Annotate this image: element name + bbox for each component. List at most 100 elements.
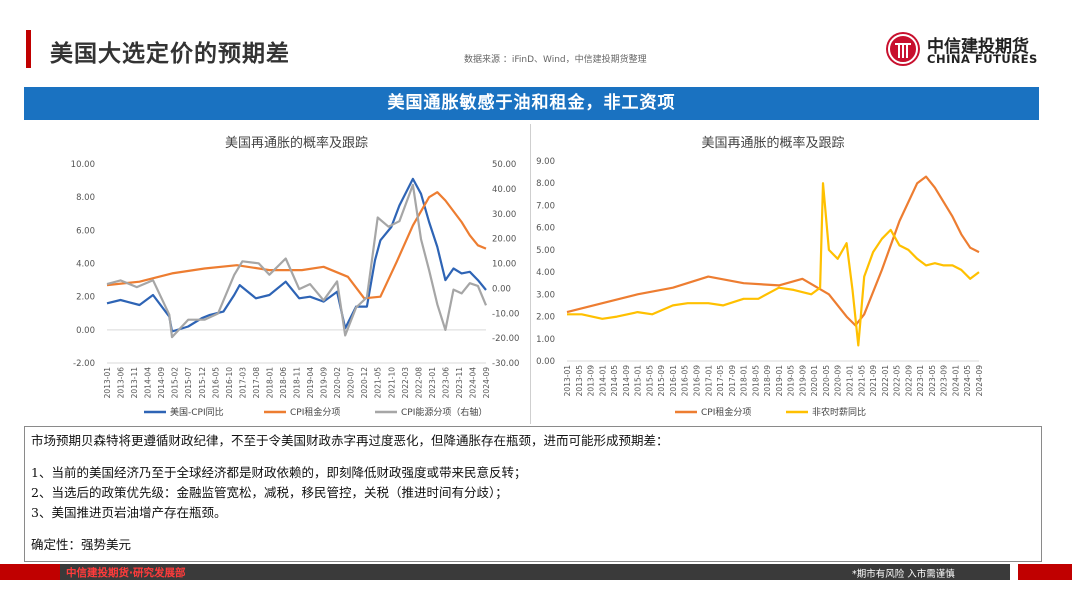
x-tick-label: 2016-05 xyxy=(681,365,690,397)
x-tick-label: 2014-09 xyxy=(622,365,631,397)
section-banner: 美国通胀敏感于油和租金，非工资项 xyxy=(24,87,1039,120)
x-tick-label: 2023-06 xyxy=(441,367,450,399)
x-tick-label: 2019-05 xyxy=(787,365,796,397)
left-chart-panel: 美国再通胀的概率及跟踪 10.00 8.00 6.00 4.00 2.00 0.00 -2.0… xyxy=(24,124,525,424)
company-logo: 中信建投期货 CHINA FUTURES xyxy=(886,30,1066,70)
y-tick-label: 9.00 xyxy=(536,157,555,167)
x-tick-label: 2016-05 xyxy=(211,367,220,399)
y-tick-label: 7.00 xyxy=(536,201,555,211)
series-line-2 xyxy=(567,182,980,347)
x-tick-label: 2023-05 xyxy=(928,365,937,397)
footer: 中信建投期货·研究发展部 *期市有风险 入市需谨慎 xyxy=(0,564,1080,580)
x-tick-label: 2015-05 xyxy=(645,365,654,397)
x-tick-label: 2017-08 xyxy=(252,367,261,399)
y-tick-label: 8.00 xyxy=(76,193,95,203)
logo-cn-text: 中信建投期货 xyxy=(927,37,1029,57)
y2-tick-label: 10.00 xyxy=(492,260,516,270)
commentary-point-3: 3、美国推进页岩油增产存在瓶颈。 xyxy=(31,505,227,520)
data-source: 数据来源 ：iFinD、Wind，中信建投期货整理 xyxy=(464,55,647,65)
x-tick-label: 2022-03 xyxy=(401,367,410,399)
x-tick-label: 2018-11 xyxy=(293,367,302,399)
y-tick-label: 0.00 xyxy=(76,326,95,336)
x-tick-label: 2013-11 xyxy=(130,367,139,399)
y2-tick-label: 30.00 xyxy=(492,210,516,220)
y2-tick-label: -10.00 xyxy=(492,309,519,319)
x-tick-label: 2015-01 xyxy=(634,365,643,397)
y-tick-label: 3.00 xyxy=(536,290,555,300)
x-tick-label: 2014-09 xyxy=(157,367,166,399)
series-line-2 xyxy=(106,191,487,300)
x-tick-label: 2022-08 xyxy=(414,367,423,399)
x-tick-label: 2021-09 xyxy=(869,365,878,397)
y-tick-label: 4.00 xyxy=(76,260,95,270)
x-tick-label: 2022-09 xyxy=(904,365,913,397)
x-tick-label: 2020-07 xyxy=(347,367,356,399)
x-tick-label: 2024-09 xyxy=(975,365,984,397)
right-chart: 美国再通胀的概率及跟踪 9.00 8.00 7.00 6.00 5.00 4.00 3.00 2… xyxy=(536,135,984,418)
x-tick-label: 2013-06 xyxy=(117,367,126,399)
y2-tick-label: 50.00 xyxy=(492,160,516,170)
x-tick-label: 2018-09 xyxy=(763,365,772,397)
x-tick-label: 2023-01 xyxy=(916,365,925,397)
x-tick-label: 2014-04 xyxy=(144,367,153,399)
y-tick-label: 8.00 xyxy=(536,179,555,189)
x-tick-label: 2021-01 xyxy=(846,365,855,397)
x-tick-label: 2021-05 xyxy=(374,367,383,399)
legend-label-3: CPI能源分项（右轴） xyxy=(401,406,487,418)
y-tick-label: 4.00 xyxy=(536,268,555,278)
x-tick-label: 2023-09 xyxy=(940,365,949,397)
page-title: 美国大选定价的预期差 xyxy=(50,40,290,67)
y-tick-label: 1.00 xyxy=(536,335,555,345)
y2-tick-label: -20.00 xyxy=(492,334,519,344)
x-tick-label: 2020-01 xyxy=(810,365,819,397)
series-line-1 xyxy=(566,175,980,327)
legend-label-1: 美国-CPI同比 xyxy=(170,406,224,418)
x-tick-label: 2015-09 xyxy=(657,365,666,397)
x-tick-label: 2019-09 xyxy=(798,365,807,397)
footer-red-block xyxy=(0,564,60,580)
x-tick-label: 2019-01 xyxy=(775,365,784,397)
x-tick-label: 2024-01 xyxy=(951,365,960,397)
x-tick-label: 2022-05 xyxy=(893,365,902,397)
y-tick-label: -2.00 xyxy=(73,359,95,369)
y2-tick-label: 0.00 xyxy=(492,284,511,294)
y-tick-label: 2.00 xyxy=(536,313,555,323)
x-tick-label: 2024-04 xyxy=(468,367,477,399)
x-tick-label: 2018-01 xyxy=(740,365,749,397)
x-tick-label: 2013-01 xyxy=(563,365,572,397)
y-tick-label: 10.00 xyxy=(71,160,95,170)
citic-logo-icon xyxy=(886,32,920,66)
x-tick-label: 2020-12 xyxy=(360,367,369,399)
commentary-conclusion: 确定性：强势美元 xyxy=(31,537,132,552)
x-tick-label: 2016-10 xyxy=(225,367,234,399)
x-tick-label: 2015-07 xyxy=(184,367,193,399)
legend-label-1: CPI租金分项 xyxy=(701,406,751,418)
y-tick-label: 6.00 xyxy=(76,226,95,236)
y2-tick-label: 20.00 xyxy=(492,235,516,245)
x-tick-label: 2023-01 xyxy=(428,367,437,399)
chart-title: 美国再通胀的概率及跟踪 xyxy=(701,135,844,151)
legend-label-2: 非农时薪同比 xyxy=(812,406,866,418)
y2-tick-label: -30.00 xyxy=(492,359,519,369)
x-tick-label: 2013-01 xyxy=(103,367,112,399)
x-tick-label: 2022-01 xyxy=(881,365,890,397)
x-tick-label: 2018-06 xyxy=(279,367,288,399)
y-tick-label: 2.00 xyxy=(76,293,95,303)
x-tick-label: 2016-01 xyxy=(669,365,678,397)
x-tick-label: 2017-03 xyxy=(238,367,247,399)
x-tick-label: 2020-09 xyxy=(834,365,843,397)
x-tick-label: 2016-09 xyxy=(692,365,701,397)
x-tick-label: 2017-09 xyxy=(728,365,737,397)
x-tick-label: 2024-09 xyxy=(482,367,491,399)
left-chart: 美国再通胀的概率及跟踪 10.00 8.00 6.00 4.00 2.00 0.00 -2.0… xyxy=(71,135,520,418)
x-tick-label: 2014-01 xyxy=(598,365,607,397)
chart-title: 美国再通胀的概率及跟踪 xyxy=(225,135,368,151)
x-tick-label: 2014-05 xyxy=(610,365,619,397)
commentary-intro: 市场预期贝森特将更遵循财政纪律，不至于令美国财政赤字再过度恶化，但降通胀存在瓶颈… xyxy=(31,433,669,448)
y-tick-label: 5.00 xyxy=(536,246,555,256)
right-chart-panel: 美国再通胀的概率及跟踪 9.00 8.00 7.00 6.00 5.00 4.00 3.00 2… xyxy=(530,124,1040,424)
x-tick-label: 2023-11 xyxy=(455,367,464,399)
x-tick-label: 2021-10 xyxy=(387,367,396,399)
x-tick-label: 2015-12 xyxy=(198,367,207,399)
commentary-box: 市场预期贝森特将更遵循财政纪律，不至于令美国财政赤字再过度恶化，但降通胀存在瓶颈… xyxy=(24,426,1042,562)
